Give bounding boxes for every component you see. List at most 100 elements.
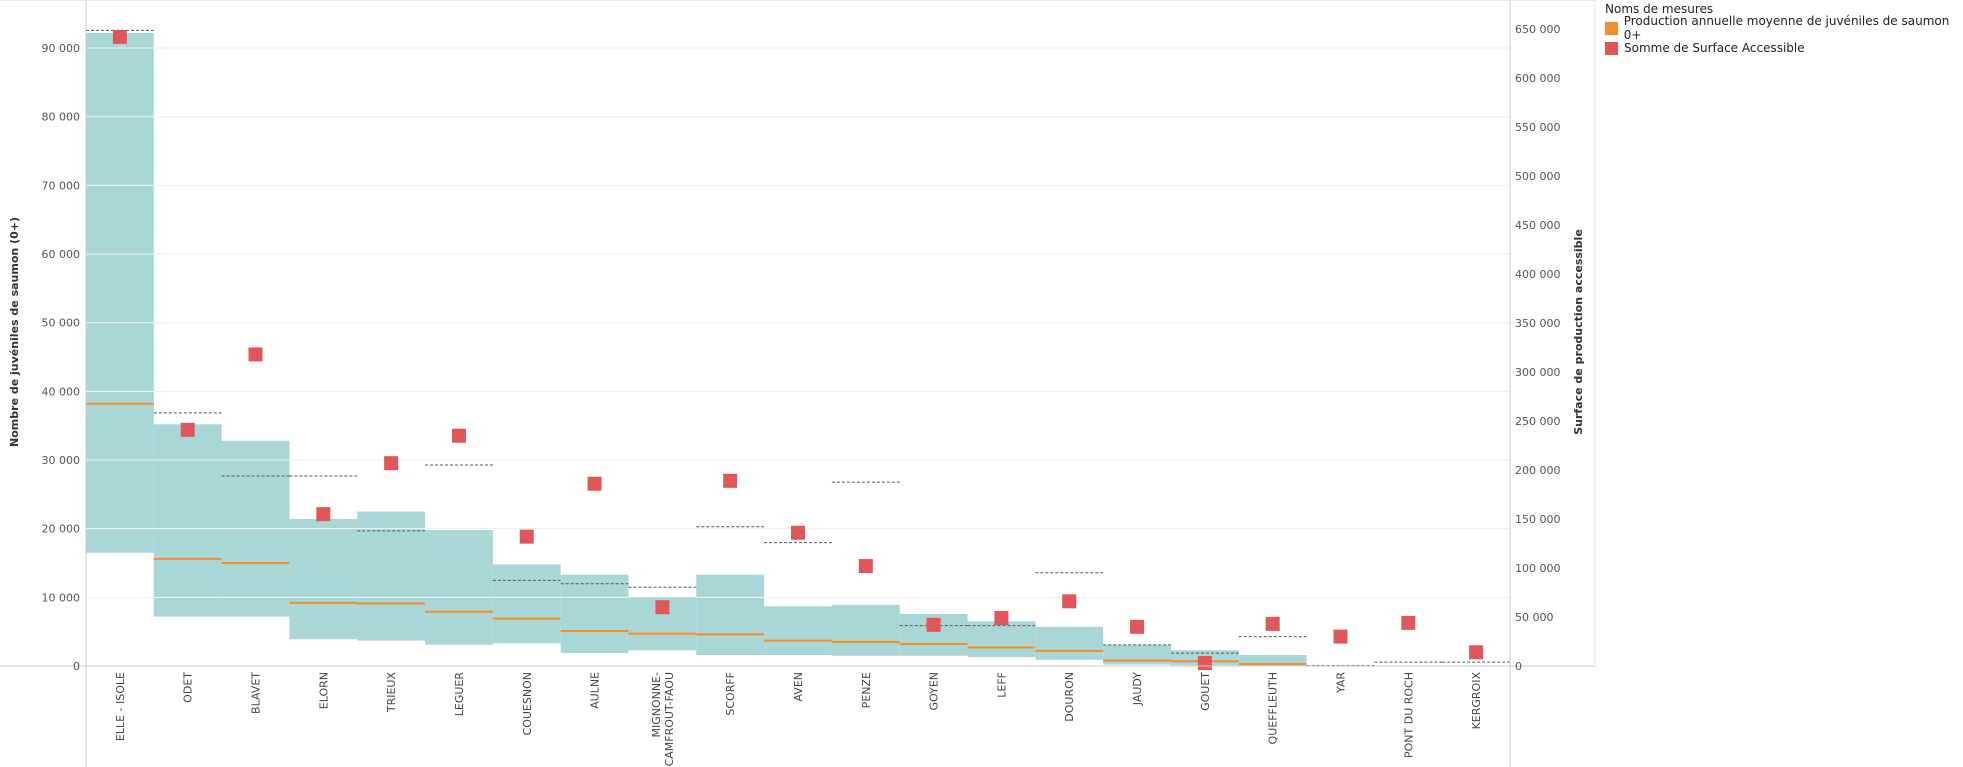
- surface-point-7[interactable]: [587, 476, 602, 491]
- x-label-1-line-0: ODET: [182, 672, 195, 703]
- y-axis-left-ticks: 0 10 000 20 000 30 000 40 000 50 000 60 000 70 …: [42, 42, 81, 673]
- surface-point-4[interactable]: [384, 456, 399, 471]
- y-right-tick-13: 650 000: [1515, 23, 1561, 36]
- band-3[interactable]: [289, 519, 358, 640]
- y-right-tick-3: 150 000: [1515, 513, 1561, 526]
- surface-point-5[interactable]: [451, 428, 466, 443]
- surface-point-16[interactable]: [1197, 656, 1212, 671]
- legend-label-production: Production annuelle moyenne de juvéniles…: [1623, 14, 1950, 42]
- surface-point-9[interactable]: [723, 473, 738, 488]
- surface-point-11[interactable]: [858, 559, 873, 574]
- x-label-11: PENZE: [860, 672, 873, 708]
- surface-series: [112, 29, 1484, 671]
- x-label-15: JAUDY: [1131, 672, 1144, 706]
- x-label-20-line-0: KERGROIX: [1470, 672, 1483, 730]
- y-right-tick-2: 100 000: [1515, 562, 1561, 575]
- y-right-tick-12: 600 000: [1515, 72, 1561, 85]
- surface-point-18[interactable]: [1333, 629, 1348, 644]
- band-1[interactable]: [153, 424, 222, 617]
- x-label-12: GOYEN: [928, 672, 941, 710]
- y-left-tick-6: 60 000: [42, 248, 81, 261]
- y-right-tick-7: 350 000: [1515, 317, 1561, 330]
- y-left-tick-4: 40 000: [42, 385, 81, 398]
- x-label-17: QUEFFLEUTH: [1267, 672, 1280, 744]
- y-axis-left-title: Nombre de juvéniles de saumon (0+): [8, 217, 21, 447]
- surface-point-15[interactable]: [1130, 619, 1145, 634]
- y-left-tick-0: 0: [73, 660, 80, 673]
- x-label-3-line-0: ELORN: [317, 672, 330, 709]
- band-15[interactable]: [1103, 644, 1171, 665]
- surface-point-1[interactable]: [180, 422, 195, 437]
- band-9[interactable]: [696, 574, 765, 656]
- band-0[interactable]: [86, 32, 154, 553]
- surface-point-14[interactable]: [1062, 594, 1077, 609]
- y-right-tick-11: 550 000: [1515, 121, 1561, 134]
- x-label-16: GOUET: [1199, 672, 1212, 711]
- y-right-tick-8: 400 000: [1515, 268, 1561, 281]
- x-label-14: DOURON: [1063, 672, 1076, 722]
- x-label-19: PONT DU ROCH: [1402, 672, 1415, 758]
- production-series: [86, 402, 1307, 665]
- x-label-8-line-0: MIGNONNE-: [650, 672, 663, 738]
- band-11[interactable]: [831, 604, 900, 656]
- y-axis-right-title: Surface de production accessible: [1572, 229, 1585, 435]
- band-10[interactable]: [764, 606, 832, 656]
- x-label-18: YAR: [1334, 672, 1347, 694]
- y-left-tick-8: 80 000: [42, 111, 81, 124]
- y-right-tick-1: 50 000: [1515, 611, 1554, 624]
- surface-point-6[interactable]: [519, 529, 534, 544]
- x-label-17-line-0: QUEFFLEUTH: [1267, 672, 1280, 744]
- y-left-tick-2: 20 000: [42, 523, 81, 536]
- x-label-10: AVEN: [792, 672, 805, 702]
- x-label-6-line-0: COUESNON: [521, 672, 534, 735]
- legend-item-surface[interactable]: Somme de Surface Accessible: [1605, 38, 1963, 58]
- surface-point-0[interactable]: [112, 29, 127, 44]
- gridlines: [86, 47, 1510, 598]
- surface-point-2[interactable]: [248, 347, 263, 362]
- x-label-16-line-0: GOUET: [1199, 672, 1212, 711]
- x-label-4: TRIEUX: [385, 672, 398, 714]
- band-7[interactable]: [560, 574, 629, 653]
- x-label-19-line-0: PONT DU ROCH: [1402, 672, 1415, 758]
- x-label-5-line-0: LEGUER: [453, 672, 466, 717]
- surface-point-12[interactable]: [926, 617, 941, 632]
- x-label-20: KERGROIX: [1470, 672, 1483, 730]
- x-label-15-line-0: JAUDY: [1131, 672, 1144, 706]
- band-layer: [86, 32, 1307, 666]
- surface-point-13[interactable]: [994, 610, 1009, 625]
- surface-point-10[interactable]: [791, 525, 805, 540]
- legend-label-surface: Somme de Surface Accessible: [1624, 41, 1805, 55]
- x-label-2-line-0: BLAVET: [250, 672, 263, 714]
- band-14[interactable]: [1035, 626, 1104, 660]
- surface-point-19[interactable]: [1401, 615, 1416, 630]
- x-label-13: LEFF: [995, 672, 1008, 698]
- axes: [0, 0, 1596, 767]
- y-right-tick-4: 200 000: [1515, 464, 1561, 477]
- surface-point-20[interactable]: [1469, 645, 1484, 660]
- x-label-10-line-0: AVEN: [792, 672, 805, 702]
- x-label-14-line-0: DOURON: [1063, 672, 1076, 722]
- chart: 0 10 000 20 000 30 000 40 000 50 000 60 000 70 …: [0, 0, 1596, 767]
- band-5[interactable]: [425, 530, 493, 645]
- x-label-3: ELORN: [317, 672, 330, 709]
- band-13[interactable]: [967, 621, 1036, 658]
- legend-item-production[interactable]: Production annuelle moyenne de juvéniles…: [1605, 14, 1963, 42]
- x-label-4-line-0: TRIEUX: [385, 672, 398, 714]
- band-17[interactable]: [1238, 655, 1307, 666]
- legend-swatch-surface: [1605, 41, 1618, 55]
- x-label-13-line-0: LEFF: [995, 672, 1008, 698]
- band-6[interactable]: [492, 564, 561, 644]
- x-label-12-line-0: GOYEN: [928, 672, 941, 710]
- surface-point-17[interactable]: [1265, 616, 1280, 631]
- y-right-tick-9: 450 000: [1515, 219, 1561, 232]
- y-right-tick-0: 0: [1515, 660, 1522, 673]
- y-axis-right-ticks: 0 50 000 100 000 150 000 200 000 250 000 300 0…: [1515, 23, 1561, 673]
- x-label-6: COUESNON: [521, 672, 534, 735]
- band-4[interactable]: [357, 511, 426, 641]
- y-left-tick-5: 50 000: [42, 317, 81, 330]
- y-left-tick-3: 30 000: [42, 454, 81, 467]
- surface-point-8[interactable]: [655, 600, 670, 615]
- legend-title: Noms de mesures: [1605, 2, 1714, 16]
- surface-point-3[interactable]: [316, 507, 331, 522]
- x-label-9-line-0: SCORFF: [724, 672, 737, 716]
